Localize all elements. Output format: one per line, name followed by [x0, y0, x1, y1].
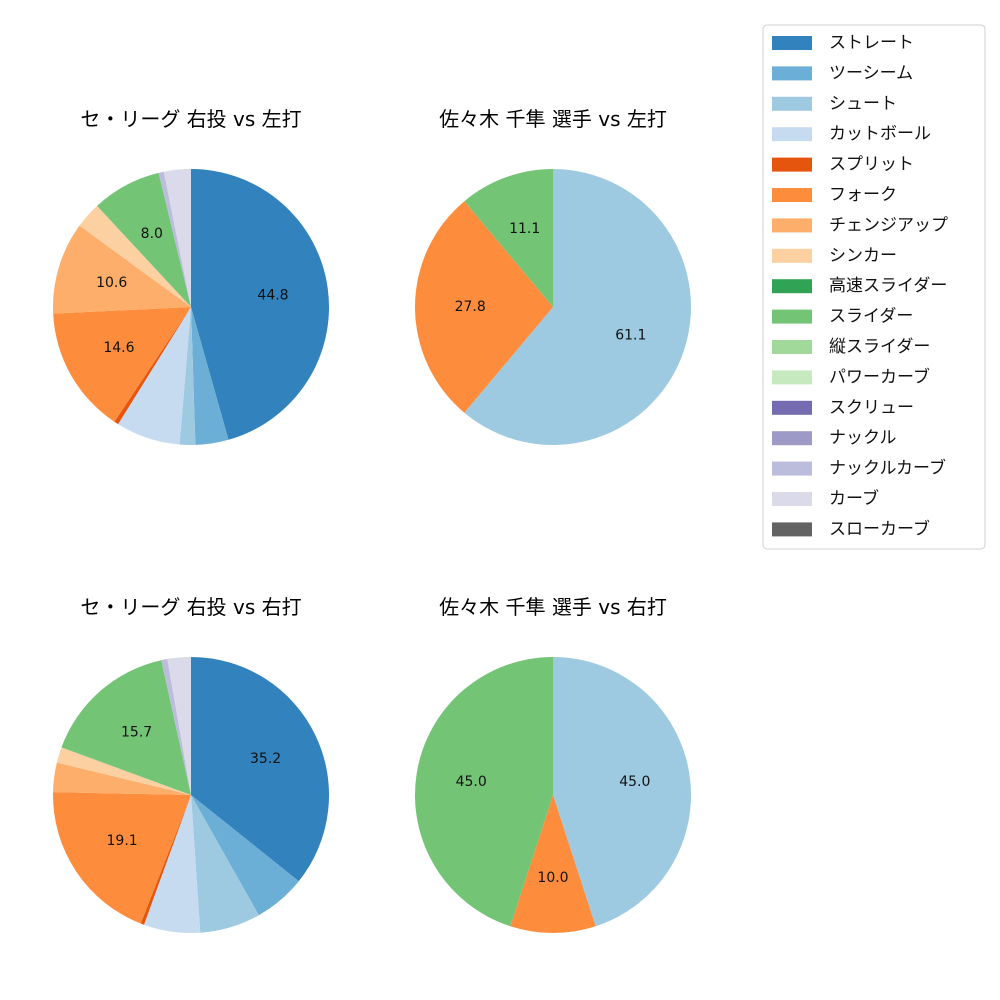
pie-slice: [53, 225, 192, 314]
pie-slice: [464, 169, 553, 307]
pie-slice: [464, 169, 691, 446]
legend-swatch: [772, 127, 812, 142]
legend-label: ツーシーム: [829, 63, 913, 83]
slice-percent-label: 8.0: [141, 226, 163, 242]
chart-title: 佐々木 千隼 選手 vs 右打: [439, 595, 667, 619]
legend-swatch: [772, 248, 812, 263]
pie-slice: [510, 795, 596, 934]
legend-label: シュート: [829, 94, 897, 114]
pie-slice: [414, 656, 553, 927]
legend-swatch: [772, 66, 812, 81]
legend-label: カーブ: [829, 488, 879, 509]
pie-slice: [143, 795, 201, 933]
slice-percent-label: 19.1: [107, 833, 138, 849]
legend-label: ナックルカーブ: [829, 458, 946, 479]
pie-slice: [191, 307, 229, 445]
legend: ストレートツーシームシュートカットボールスプリットフォークチェンジアップシンカー…: [762, 24, 986, 550]
slice-percent-label: 45.0: [619, 774, 650, 790]
slice-percent-label: 27.8: [455, 299, 486, 315]
pie-slice: [53, 762, 191, 795]
pie-slice: [114, 307, 191, 425]
pie-chart-3: セ・リーグ 右投 vs 右打 35.2 19.1 15.7: [53, 595, 330, 933]
legend-swatch: [772, 431, 812, 446]
slice-percent-label: 10.0: [537, 870, 568, 886]
pie-chart-1: セ・リーグ 右投 vs 左打 44.8 14.6 10.6 8.0: [53, 107, 329, 445]
legend-swatch: [772, 522, 812, 537]
pie-slice: [56, 747, 191, 795]
pie-slice: [118, 307, 191, 445]
slice-percent-label: 14.6: [103, 340, 134, 356]
legend-label: スプリット: [829, 155, 914, 175]
legend-swatch: [772, 340, 812, 354]
pie-slice: [140, 795, 191, 925]
pie-slice: [161, 659, 191, 795]
legend-label: 縦スライダー: [829, 337, 930, 357]
legend-label: スローカーブ: [829, 518, 930, 539]
pie-slice: [53, 307, 191, 422]
slice-percent-label: 11.1: [509, 221, 540, 237]
pie-slice: [179, 307, 196, 445]
chart-title: 佐々木 千隼 選手 vs 左打: [439, 107, 667, 131]
legend-swatch: [772, 309, 812, 324]
pie-chart-2: 佐々木 千隼 選手 vs 左打 61.1 27.8 11.1: [414, 107, 691, 446]
pie-slice: [61, 660, 192, 795]
legend-frame: [762, 24, 986, 550]
chart-title: セ・リーグ 右投 vs 左打: [80, 107, 301, 131]
pie-slice: [414, 201, 553, 413]
legend-label: フォーク: [829, 185, 897, 205]
legend-label: カットボール: [829, 124, 931, 144]
legend-label: シンカー: [829, 246, 897, 266]
pie-slice: [158, 171, 191, 307]
slice-percent-label: 10.6: [96, 275, 127, 291]
legend-swatch: [772, 370, 812, 385]
slice-percent-label: 61.1: [615, 327, 646, 343]
pie-chart-4: 佐々木 千隼 選手 vs 右打 45.0 10.0 45.0: [414, 595, 692, 934]
pie-slice: [191, 795, 299, 916]
legend-swatch: [772, 492, 812, 506]
pie-slice: [79, 205, 191, 307]
slice-percent-label: 44.8: [257, 288, 288, 304]
pie-slice: [97, 172, 191, 307]
legend-label: スクリュー: [829, 398, 914, 418]
pie-slice: [191, 795, 259, 933]
slice-percent-label: 15.7: [121, 725, 152, 741]
pie-slice: [163, 169, 191, 307]
legend-swatch: [772, 157, 812, 172]
legend-swatch: [772, 36, 812, 50]
chart-title: セ・リーグ 右投 vs 右打: [80, 595, 301, 619]
legend-swatch: [772, 188, 812, 202]
legend-label: 高速スライダー: [829, 276, 947, 296]
legend-label: パワーカーブ: [829, 366, 930, 387]
pie-slice: [191, 657, 330, 882]
legend-swatch: [772, 218, 812, 233]
pie-slice: [167, 656, 191, 795]
legend-swatch: [772, 461, 812, 476]
legend-label: チェンジアップ: [829, 215, 948, 235]
legend-label: スライダー: [829, 307, 913, 327]
legend-swatch: [772, 96, 812, 111]
slice-percent-label: 45.0: [456, 774, 487, 790]
pie-slice: [553, 657, 692, 927]
legend-swatch: [772, 279, 812, 294]
pie-slice: [53, 792, 192, 924]
pie-slice: [191, 169, 329, 440]
legend-label: ナックル: [829, 428, 897, 448]
legend-label: ストレート: [829, 33, 914, 53]
slice-percent-label: 35.2: [250, 751, 281, 767]
legend-swatch: [772, 400, 812, 415]
